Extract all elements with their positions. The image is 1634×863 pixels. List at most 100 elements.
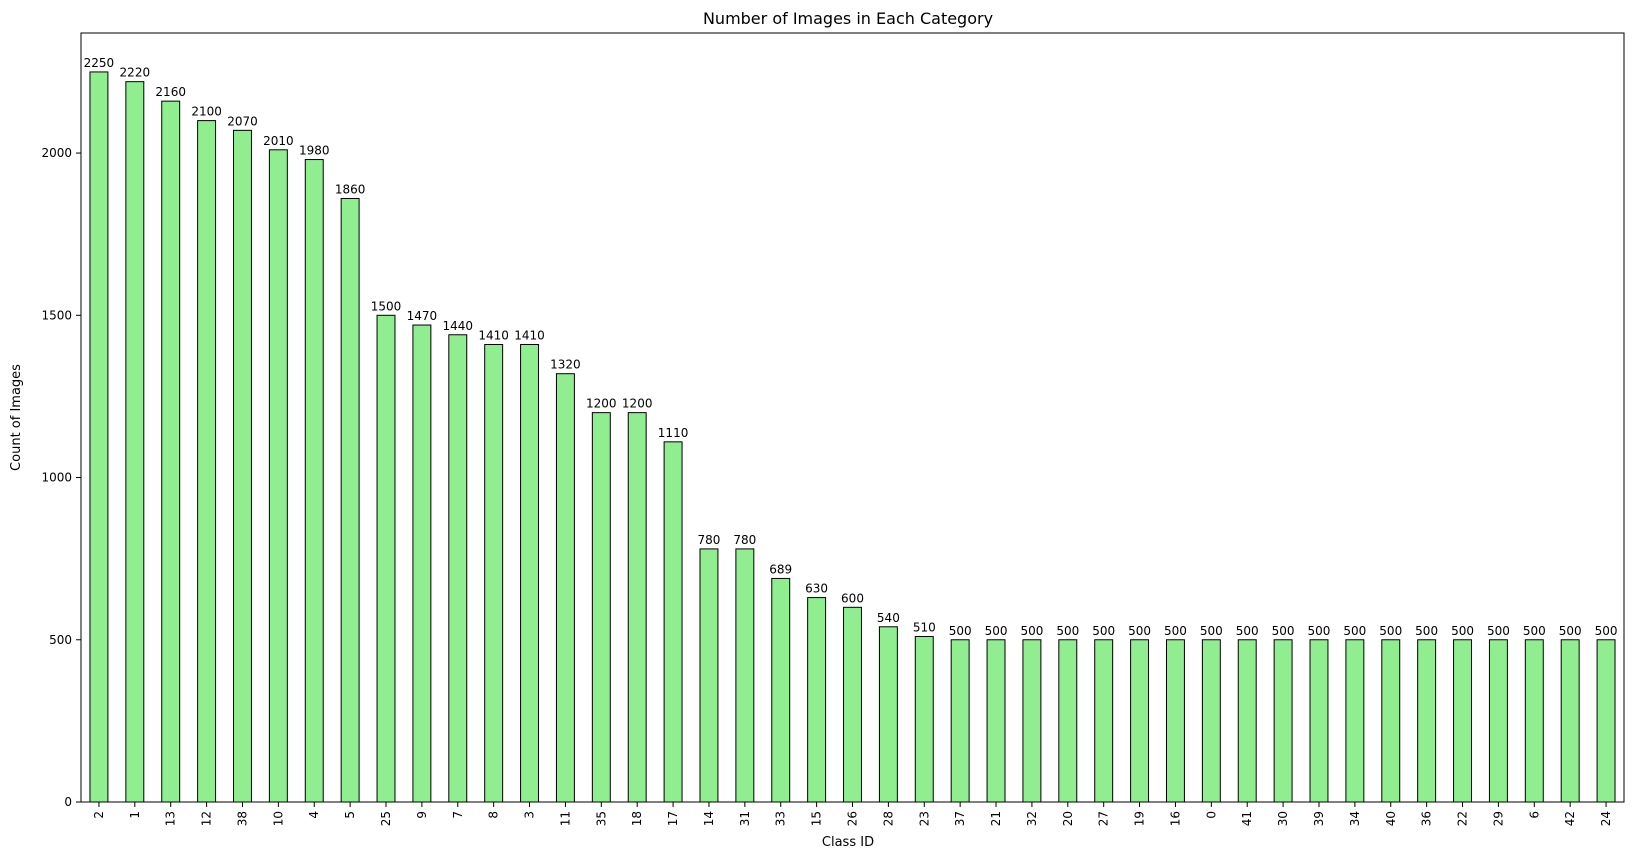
value-label: 2220 xyxy=(120,66,151,80)
x-tick-label: 7 xyxy=(451,811,465,819)
y-axis-ticks: 0 500 1000 1500 2000 xyxy=(41,146,81,809)
bar-class-12 xyxy=(197,120,217,803)
bar-class-10 xyxy=(268,149,288,803)
bar-class-29 xyxy=(1488,639,1508,803)
x-tick-label: 12 xyxy=(200,811,214,826)
x-tick-label: 17 xyxy=(666,811,680,826)
value-label: 500 xyxy=(1343,624,1366,638)
x-tick-label: 19 xyxy=(1133,811,1147,826)
value-label: 1980 xyxy=(299,144,330,158)
value-label: 500 xyxy=(1020,624,1043,638)
value-label: 1440 xyxy=(443,319,474,333)
y-tick-label: 500 xyxy=(49,633,72,647)
bar-class-15 xyxy=(807,597,827,803)
bar-class-26 xyxy=(843,606,862,803)
y-tick-label: 1500 xyxy=(41,308,72,322)
value-label: 500 xyxy=(1272,624,1295,638)
x-tick-label: 6 xyxy=(1527,811,1541,819)
value-label: 500 xyxy=(1056,624,1079,638)
x-tick-label: 36 xyxy=(1420,811,1434,826)
x-tick-label: 38 xyxy=(235,811,249,826)
x-tick-label: 31 xyxy=(738,811,752,826)
value-label: 540 xyxy=(877,611,900,625)
x-tick-label: 13 xyxy=(164,811,178,826)
x-tick-label: 26 xyxy=(846,811,860,826)
bar-class-3 xyxy=(520,343,540,803)
x-tick-label: 22 xyxy=(1456,811,1470,826)
bar-class-18 xyxy=(627,412,647,803)
x-tick-label: 14 xyxy=(702,811,716,826)
value-label: 780 xyxy=(698,533,721,547)
x-tick-label: 32 xyxy=(1025,811,1039,826)
value-label: 500 xyxy=(1415,624,1438,638)
x-tick-label: 37 xyxy=(953,811,967,826)
value-label: 500 xyxy=(1559,624,1582,638)
value-label: 500 xyxy=(1451,624,1474,638)
bar-class-16 xyxy=(1165,639,1185,803)
x-tick-label: 10 xyxy=(271,811,285,826)
bar-class-24 xyxy=(1596,639,1616,803)
bar-class-23 xyxy=(914,636,934,803)
value-label: 2100 xyxy=(191,105,222,119)
x-tick-label: 18 xyxy=(630,811,644,826)
bar-class-34 xyxy=(1345,639,1365,803)
bar-class-33 xyxy=(771,577,791,803)
value-label: 630 xyxy=(805,582,828,596)
value-label: 1110 xyxy=(658,426,689,440)
value-label: 1200 xyxy=(622,397,653,411)
x-tick-label: 24 xyxy=(1599,811,1613,826)
bar-class-32 xyxy=(1022,639,1042,803)
bar-class-28 xyxy=(878,626,898,803)
x-axis-ticks: 2 1 13 12 38 10 4 5 25 9 7 8 3 11 35 18 17 14 31 33 15 26 28 23… xyxy=(92,802,1613,826)
x-tick-label: 9 xyxy=(415,811,429,819)
x-tick-label: 23 xyxy=(917,811,931,826)
plot-frame xyxy=(80,32,1625,803)
x-tick-label: 8 xyxy=(487,811,501,819)
x-tick-label: 35 xyxy=(594,811,608,826)
bar-class-1 xyxy=(125,81,145,803)
value-label: 500 xyxy=(1236,624,1259,638)
value-label: 500 xyxy=(1487,624,1510,638)
value-label: 2160 xyxy=(155,85,186,99)
value-label: 780 xyxy=(733,533,756,547)
x-tick-label: 5 xyxy=(343,811,357,819)
value-label: 1320 xyxy=(550,358,581,372)
bar-class-41 xyxy=(1237,639,1257,803)
bar-class-40 xyxy=(1381,639,1401,803)
bar-class-37 xyxy=(950,639,970,803)
value-labels-group: 2250 2220 2160 2100 2070 2010 1980 1860 1500 1470… xyxy=(84,56,1618,638)
x-tick-label: 40 xyxy=(1384,811,1398,826)
value-label: 1860 xyxy=(335,182,366,196)
bar-class-30 xyxy=(1273,639,1293,803)
bar-class-39 xyxy=(1309,639,1329,803)
bar-class-14 xyxy=(699,548,719,803)
bar-class-11 xyxy=(555,373,575,803)
x-tick-label: 3 xyxy=(523,811,537,819)
x-tick-label: 27 xyxy=(1097,811,1111,826)
bar-class-17 xyxy=(663,441,683,803)
x-tick-label: 21 xyxy=(989,811,1003,826)
bar-class-27 xyxy=(1094,639,1114,803)
x-tick-label: 28 xyxy=(881,811,895,826)
x-tick-label: 15 xyxy=(810,811,824,826)
value-label: 510 xyxy=(913,621,936,635)
value-label: 1200 xyxy=(586,397,617,411)
bar-class-31 xyxy=(735,548,755,803)
value-label: 2070 xyxy=(227,114,258,128)
bar-class-20 xyxy=(1058,639,1078,803)
value-label: 500 xyxy=(1523,624,1546,638)
value-label: 1410 xyxy=(478,328,509,342)
value-label: 500 xyxy=(1128,624,1151,638)
value-label: 1500 xyxy=(371,299,402,313)
x-tick-label: 11 xyxy=(558,811,572,826)
x-tick-label: 33 xyxy=(774,811,788,826)
bar-class-8 xyxy=(484,343,504,803)
value-label: 2010 xyxy=(263,134,294,148)
value-label: 1410 xyxy=(514,328,545,342)
value-label: 500 xyxy=(949,624,972,638)
bar-class-5 xyxy=(340,197,360,803)
chart-title: Number of Images in Each Category xyxy=(703,9,993,28)
value-label: 500 xyxy=(1092,624,1115,638)
